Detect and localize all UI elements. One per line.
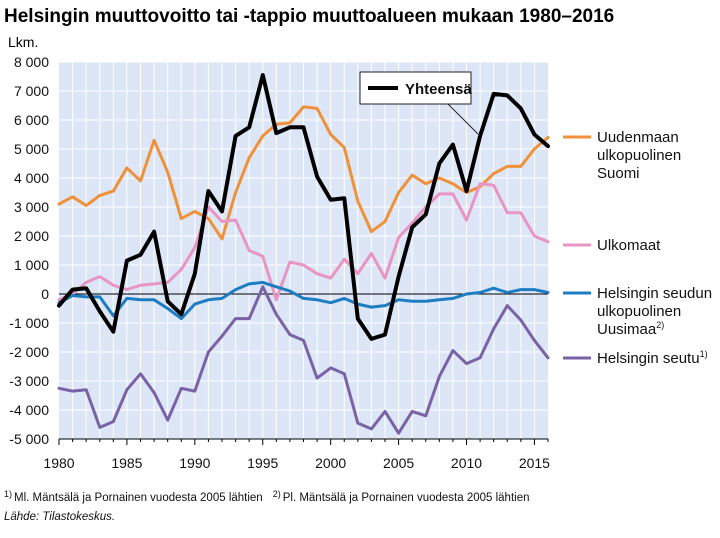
footnote-2: Pl. Mäntsälä ja Pornainen vuodesta 2005 …	[283, 492, 530, 504]
y-tick-8000: 8 000	[14, 54, 49, 70]
y-tick-6000: 6 000	[14, 112, 49, 128]
x-tick-1990: 1990	[179, 455, 210, 471]
footnote-2-mark: 2)	[273, 489, 281, 499]
legend-label-uudenmaan-2: Suomi	[597, 165, 640, 182]
source-text: Lähde: Tilastokeskus.	[4, 511, 115, 523]
chart-title: Helsingin muuttovoitto tai -tappio muutt…	[4, 6, 614, 27]
x-tick-1985: 1985	[111, 455, 142, 471]
legend-label-uusimaa-2: Uusimaa2)	[597, 320, 664, 338]
y-tick-7000: 7 000	[14, 83, 49, 99]
y-tick--3000: -3 000	[9, 373, 49, 389]
legend-sup-uusimaa: 2)	[656, 320, 664, 330]
x-tick-2015: 2015	[519, 455, 550, 471]
series-line-seutu	[57, 285, 550, 435]
x-tick-labels: 1980 1985 1990 1995 2000 2005 2010 2015	[43, 455, 550, 471]
series-line-ulkomaat	[57, 182, 550, 302]
legend-label-uudenmaan-1: ulkopuolinen	[597, 147, 681, 164]
callout-pointer	[447, 103, 479, 135]
callout-label: Yhteensä	[405, 81, 472, 98]
y-tick-2000: 2 000	[14, 228, 49, 244]
series-line-yhteensa	[57, 73, 550, 341]
y-tick-3000: 3 000	[14, 199, 49, 215]
legend-label-uudenmaan-0: Uudenmaan	[597, 129, 679, 146]
x-tick-1980: 1980	[43, 455, 74, 471]
y-tick-labels: 8 000 7 000 6 000 5 000 4 000 3 000 2 000 1 000…	[9, 54, 49, 447]
x-tick-marks	[58, 439, 549, 445]
callout-yhteensa: Yhteensä	[359, 71, 479, 135]
series-line-uusimaa	[57, 280, 550, 321]
y-tick-4000: 4 000	[14, 170, 49, 186]
y-tick-0: 0	[41, 286, 49, 302]
x-tick-2000: 2000	[315, 455, 346, 471]
footnotes: 1) Ml. Mäntsälä ja Pornainen vuodesta 200…	[4, 489, 530, 523]
y-axis-label: Lkm.	[8, 34, 38, 50]
legend: UudenmaanulkopuolinenSuomiUlkomaatHelsin…	[563, 129, 712, 367]
legend-label-uusimaa-1: ulkopuolinen	[597, 303, 681, 320]
legend-label-ulkomaat-0: Ulkomaat	[597, 237, 661, 254]
y-tick-1000: 1 000	[14, 257, 49, 273]
legend-label-uusimaa-0: Helsingin seudun	[597, 285, 712, 302]
y-tick--1000: -1 000	[9, 315, 49, 331]
y-tick--4000: -4 000	[9, 402, 49, 418]
x-tick-1995: 1995	[247, 455, 278, 471]
y-tick--2000: -2 000	[9, 344, 49, 360]
y-tick--5000: -5 000	[9, 431, 49, 447]
x-tick-2010: 2010	[451, 455, 482, 471]
footnotes-text: 1) Ml. Mäntsälä ja Pornainen vuodesta 200…	[4, 489, 530, 504]
legend-label-seutu-0: Helsingin seutu1)	[597, 349, 708, 367]
footnote-1-mark: 1)	[4, 489, 12, 499]
legend-sup-seutu: 1)	[700, 349, 708, 359]
series-lines	[57, 73, 550, 435]
x-tick-2005: 2005	[383, 455, 414, 471]
y-tick-5000: 5 000	[14, 141, 49, 157]
footnote-1: Ml. Mäntsälä ja Pornainen vuodesta 2005 …	[14, 492, 263, 504]
